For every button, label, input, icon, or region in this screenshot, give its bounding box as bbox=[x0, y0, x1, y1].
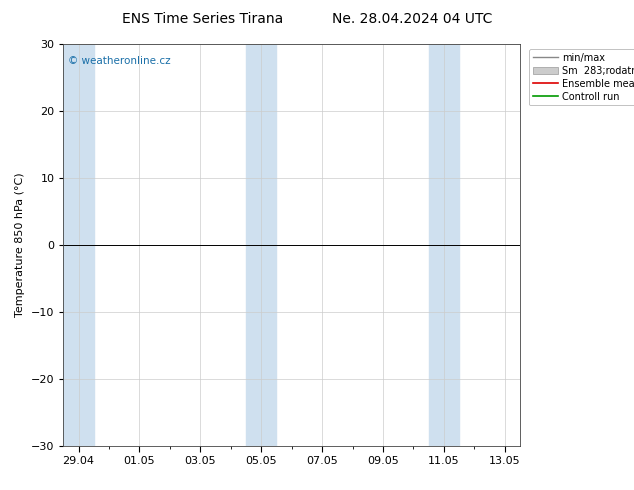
Bar bbox=[63, 44, 94, 446]
Bar bbox=[429, 44, 459, 446]
Legend: min/max, Sm  283;rodatn acute; odchylka, Ensemble mean run, Controll run: min/max, Sm 283;rodatn acute; odchylka, … bbox=[529, 49, 634, 105]
Text: © weatheronline.cz: © weatheronline.cz bbox=[68, 56, 171, 66]
Text: Ne. 28.04.2024 04 UTC: Ne. 28.04.2024 04 UTC bbox=[332, 12, 492, 26]
Text: ENS Time Series Tirana: ENS Time Series Tirana bbox=[122, 12, 283, 26]
Bar bbox=[246, 44, 276, 446]
Y-axis label: Temperature 850 hPa (°C): Temperature 850 hPa (°C) bbox=[15, 172, 25, 318]
